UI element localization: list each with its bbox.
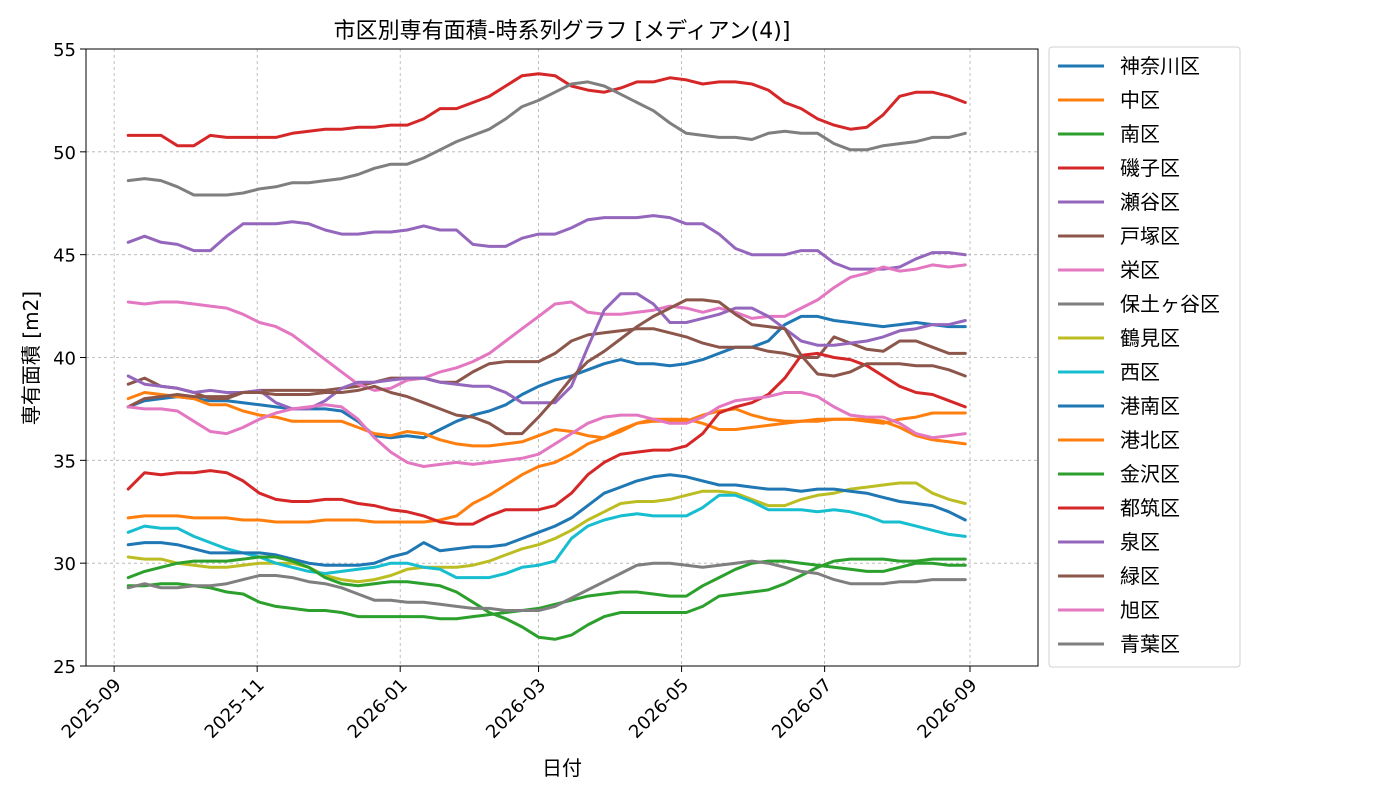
y-axis: 25 30 35 40 45 50 55: [53, 40, 86, 678]
series-line-5: [126, 214, 967, 271]
legend-entry: 西区: [1120, 360, 1160, 384]
legend-entry: 港南区: [1120, 394, 1180, 418]
x-tick-label: 2025-09: [58, 675, 126, 743]
y-tick-label: 35: [53, 451, 76, 472]
legend: 神奈川区中区南区磯子区瀬谷区戸塚区栄区保土ヶ谷区鶴見区西区港南区港北区金沢区都筑…: [1048, 46, 1241, 668]
legend-entry: 泉区: [1120, 530, 1160, 554]
legend-entry: 金沢区: [1120, 462, 1180, 486]
legend-entry: 旭区: [1120, 598, 1160, 622]
legend-entry: 瀬谷区: [1120, 190, 1180, 214]
series-line-16: [126, 298, 967, 436]
legend-entry: 保土ヶ谷区: [1120, 292, 1220, 316]
series-line-18: [126, 559, 967, 612]
legend-entry: 栄区: [1120, 258, 1160, 282]
legend-entry: 青葉区: [1120, 632, 1180, 656]
series-line-11: [126, 473, 967, 567]
x-tick-label: 2026-01: [344, 675, 412, 743]
y-tick-label: 40: [53, 349, 76, 370]
legend-entry: 港北区: [1120, 428, 1180, 452]
legend-entry: 中区: [1120, 88, 1160, 112]
x-axis: 2025-09 2025-11 2026-01 2026-03 2026-05 2026-…: [58, 666, 982, 743]
chart-title: 市区別専有面積-時系列グラフ [メディアン(4)]: [334, 19, 791, 44]
series-line-14: [126, 351, 967, 526]
series-line-4: [126, 72, 967, 148]
grid: [86, 48, 1038, 667]
series-line-13: [126, 555, 967, 641]
y-tick-label: 30: [53, 554, 76, 575]
legend-entry: 戸塚区: [1120, 224, 1180, 248]
y-tick-label: 45: [53, 246, 76, 267]
legend-entry: 緑区: [1120, 564, 1160, 588]
series-lines: [126, 72, 967, 641]
series-line-8: [126, 80, 967, 197]
x-tick-label: 2026-05: [625, 675, 693, 743]
series-line-17: [126, 391, 967, 468]
y-tick-label: 25: [53, 657, 76, 678]
y-axis-label: 専有面積 [m2]: [19, 291, 43, 425]
series-line-12: [126, 407, 967, 524]
x-tick-label: 2026-09: [913, 675, 981, 743]
legend-entry: 神奈川区: [1120, 54, 1200, 78]
series-line-6: [126, 327, 967, 401]
x-axis-label: 日付: [542, 756, 582, 780]
series-line-7: [126, 263, 967, 392]
x-tick-label: 2026-07: [768, 675, 836, 743]
x-tick-label: 2025-11: [201, 675, 269, 743]
legend-entry: 都筑区: [1120, 496, 1180, 520]
legend-entry: 南区: [1120, 122, 1160, 146]
series-line-9: [126, 481, 967, 584]
legend-entry: 鶴見区: [1120, 326, 1180, 350]
y-tick-label: 55: [53, 40, 76, 61]
series-line-15: [126, 292, 967, 411]
y-tick-label: 50: [53, 143, 76, 164]
series-line-1: [126, 314, 967, 440]
x-tick-label: 2026-03: [482, 675, 550, 743]
series-line-10: [126, 493, 967, 580]
series-line-3: [126, 559, 967, 621]
legend-entry: 磯子区: [1120, 156, 1180, 180]
